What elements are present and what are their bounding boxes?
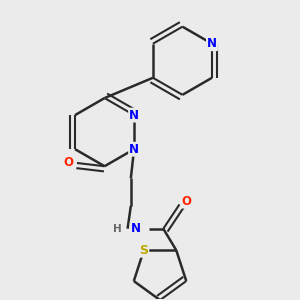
Text: N: N: [131, 222, 141, 235]
Text: N: N: [129, 143, 139, 156]
Text: S: S: [139, 244, 148, 257]
Text: O: O: [64, 157, 74, 169]
Text: H: H: [113, 224, 122, 234]
Text: N: N: [129, 109, 139, 122]
Text: O: O: [181, 195, 191, 208]
Text: N: N: [207, 37, 217, 50]
